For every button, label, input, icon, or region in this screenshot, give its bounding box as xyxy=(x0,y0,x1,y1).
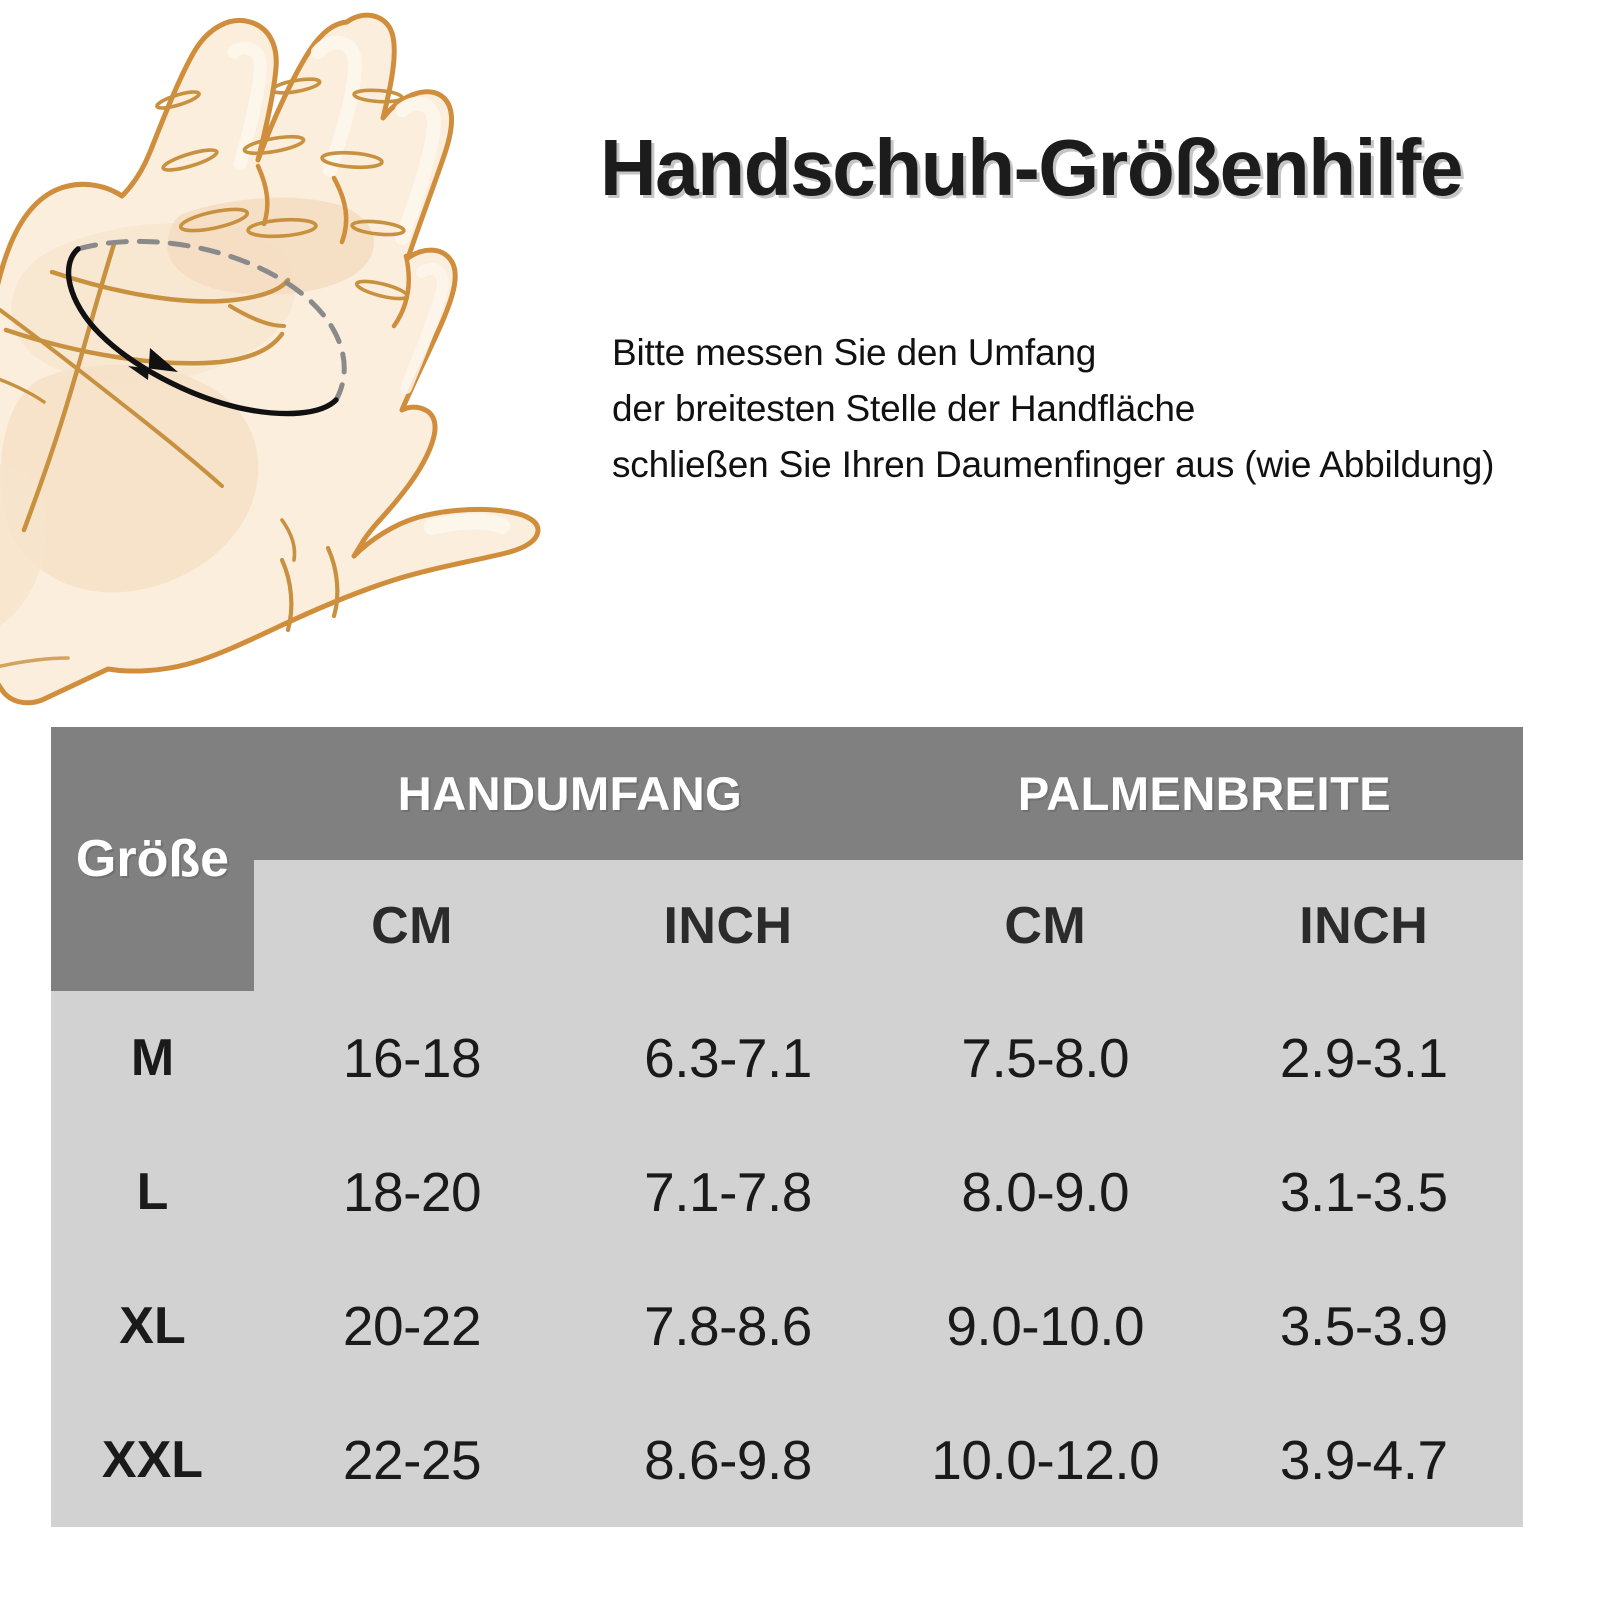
finger-highlight-2 xyxy=(311,35,362,177)
cell-circ-cm: 18-20 xyxy=(342,1161,482,1223)
subheader-palm-inch: INCH xyxy=(1299,896,1429,955)
cell-circ-inch: 7.1-7.8 xyxy=(644,1161,812,1223)
measure-loop-solid-arc xyxy=(65,246,339,417)
palm-line-head xyxy=(3,327,285,366)
size-chart-table: Größe HANDUMFANG PALMENBREITE CM INCH CM… xyxy=(51,727,1523,1527)
row-size-label: XXL xyxy=(51,1393,254,1527)
cell-circ-cm: 20-22 xyxy=(342,1295,482,1357)
palm-line-fate xyxy=(0,308,224,488)
cell-palm-cm: 9.0-10.0 xyxy=(946,1295,1145,1357)
cell-palm-cm: 7.5-8.0 xyxy=(961,1027,1130,1089)
table-subheader-row: CM INCH CM INCH xyxy=(51,860,1523,991)
finger-split-1 xyxy=(255,163,270,227)
subheader-circ-cm: CM xyxy=(371,896,453,955)
cell-circ-inch: 8.6-9.8 xyxy=(644,1429,812,1491)
thumb-crease-2 xyxy=(325,545,340,619)
cell-palm-inch: 2.9-3.1 xyxy=(1279,1027,1448,1089)
row-circumference-values: 16-18 6.3-7.1 xyxy=(254,991,886,1125)
row-palm-values: 7.5-8.0 2.9-3.1 xyxy=(886,991,1523,1125)
row-size-label: XL xyxy=(51,1259,254,1393)
measure-instructions: Bitte messen Sie den Umfang der breitest… xyxy=(612,325,1601,493)
hand-illustration xyxy=(0,0,542,720)
header-size: Größe xyxy=(51,727,254,991)
thumb-highlight xyxy=(424,513,510,535)
finger-highlight-1 xyxy=(227,41,267,171)
table-header-row: Größe HANDUMFANG PALMENBREITE xyxy=(51,727,1523,991)
table-row: XXL 22-25 8.6-9.8 10.0-12.0 3.9-4.7 xyxy=(51,1393,1523,1527)
hand-shape-group xyxy=(0,12,541,706)
cell-palm-inch: 3.9-4.7 xyxy=(1279,1429,1448,1491)
cell-palm-cm: 8.0-9.0 xyxy=(961,1161,1130,1223)
finger-base-shade xyxy=(167,197,374,295)
table-body: M 16-18 6.3-7.1 7.5-8.0 2.9-3.1 L xyxy=(51,991,1523,1527)
cell-circ-cm: 16-18 xyxy=(342,1027,482,1089)
instruction-line-2: der breitesten Stelle der Handfläche xyxy=(612,388,1196,429)
palm-line-heart xyxy=(49,269,291,304)
row-size-label: M xyxy=(51,991,254,1125)
instruction-line-1: Bitte messen Sie den Umfang xyxy=(612,332,1097,373)
subheader-circumference-units: CM INCH xyxy=(254,860,886,991)
table-row: L 18-20 7.1-7.8 8.0-9.0 3.1-3.5 xyxy=(51,1125,1523,1259)
row-palm-values: 10.0-12.0 3.9-4.7 xyxy=(886,1393,1523,1527)
cell-circ-cm: 22-25 xyxy=(342,1429,482,1491)
cell-palm-inch: 3.5-3.9 xyxy=(1279,1295,1448,1357)
header-hand-circumference: HANDUMFANG xyxy=(254,727,886,860)
cell-palm-cm: 10.0-12.0 xyxy=(931,1429,1160,1491)
row-circumference-values: 20-22 7.8-8.6 xyxy=(254,1259,886,1393)
finger-highlight-4 xyxy=(400,262,449,394)
palm-line-life xyxy=(21,241,117,533)
page-title: Handschuh-Größenhilfe xyxy=(600,123,1464,212)
row-circumference-values: 18-20 7.1-7.8 xyxy=(254,1125,886,1259)
row-size-label: L xyxy=(51,1125,254,1259)
palm-line-minor xyxy=(0,377,46,404)
palm-line-thumb-crease xyxy=(228,304,286,328)
measure-arrowhead xyxy=(128,348,178,380)
row-palm-values: 9.0-10.0 3.5-3.9 xyxy=(886,1259,1523,1393)
cell-palm-inch: 3.1-3.5 xyxy=(1279,1161,1448,1223)
thumb-crease-1 xyxy=(279,557,294,633)
finger-split-2 xyxy=(331,175,349,245)
instruction-line-3: schließen Sie Ihren Daumenfinger aus (wi… xyxy=(612,444,1495,485)
measure-loop-dashed-arc xyxy=(75,238,347,403)
table-head: Größe HANDUMFANG PALMENBREITE CM INCH CM… xyxy=(51,727,1523,991)
row-palm-values: 8.0-9.0 3.1-3.5 xyxy=(886,1125,1523,1259)
subheader-palm-cm: CM xyxy=(1004,896,1087,955)
table-row: M 16-18 6.3-7.1 7.5-8.0 2.9-3.1 xyxy=(51,991,1523,1125)
palm-shade-thenar xyxy=(1,364,259,593)
subheader-circ-inch: INCH xyxy=(663,896,793,955)
cell-circ-inch: 6.3-7.1 xyxy=(644,1027,812,1089)
header-palm-width: PALMENBREITE xyxy=(886,727,1523,860)
knuckle-creases xyxy=(155,77,410,301)
thumb-crease-3 xyxy=(280,518,297,562)
measurement-loop xyxy=(65,238,347,417)
wrist-crease xyxy=(0,656,70,669)
subheader-palm-units: CM INCH xyxy=(886,860,1523,991)
finger-highlight-3 xyxy=(395,96,442,245)
row-circumference-values: 22-25 8.6-9.8 xyxy=(254,1393,886,1527)
table-row: XL 20-22 7.8-8.6 9.0-10.0 3.5-3.9 xyxy=(51,1259,1523,1393)
cell-circ-inch: 7.8-8.6 xyxy=(644,1295,812,1357)
